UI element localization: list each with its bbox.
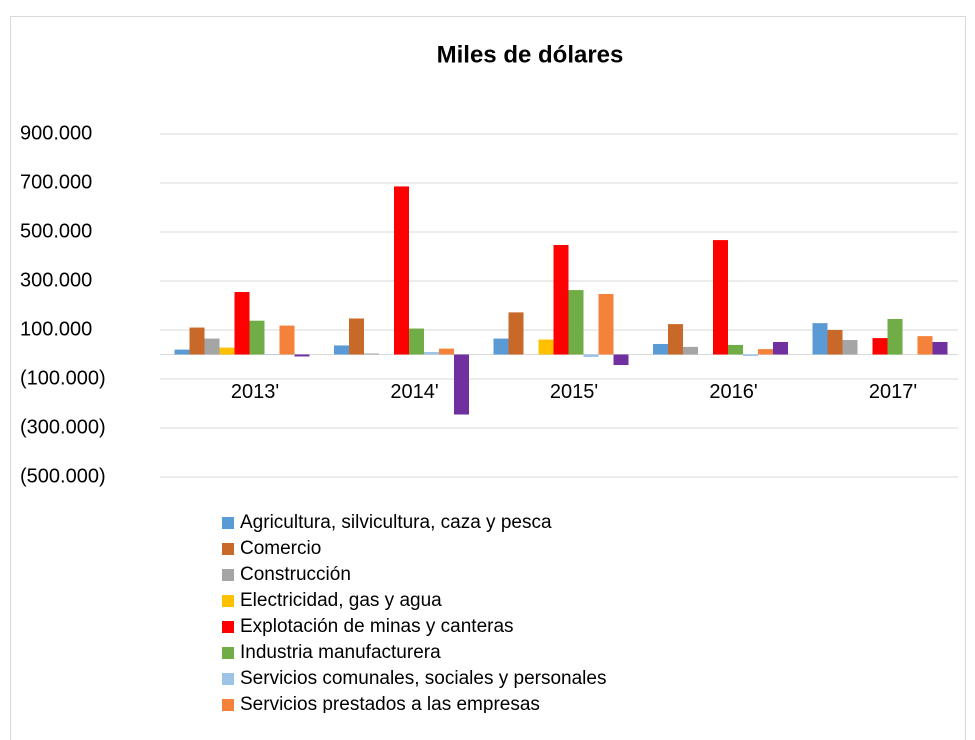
y-tick-label: 700.000 — [20, 171, 92, 193]
bar — [812, 323, 828, 355]
plot-area: 900.000 700.000 500.000 300.000 100.000 (100.… — [20, 122, 958, 487]
bar — [613, 354, 629, 366]
bar — [827, 330, 843, 355]
bar — [364, 353, 379, 355]
bar — [773, 342, 788, 355]
legend-label: Agricultura, silvicultura, caza y pesca — [240, 512, 552, 533]
y-tick-label: (100.000) — [20, 367, 106, 389]
bar — [538, 339, 554, 355]
legend-swatch — [222, 621, 234, 633]
y-tick-label: 500.000 — [20, 220, 92, 242]
bar — [294, 354, 310, 357]
bar — [394, 186, 409, 355]
bar — [439, 348, 454, 355]
bar — [668, 324, 683, 355]
y-tick-label: (300.000) — [20, 416, 106, 438]
legend-swatch — [222, 569, 234, 581]
bar — [713, 240, 728, 355]
legend-swatch — [222, 673, 234, 685]
bar — [743, 354, 758, 356]
x-tick-label: 2016' — [709, 381, 757, 403]
x-tick-label: 2015' — [550, 381, 598, 403]
bar — [204, 338, 220, 355]
bar — [583, 354, 599, 357]
bar — [508, 312, 524, 355]
bar — [728, 344, 743, 355]
bar — [932, 342, 948, 355]
bar — [842, 340, 858, 355]
legend-label: Comercio — [240, 538, 321, 559]
bar — [917, 336, 933, 355]
bar — [349, 318, 364, 355]
chart-border — [10, 16, 966, 740]
bar — [887, 318, 903, 355]
chart-title: Miles de dólares — [437, 41, 624, 68]
legend-label: Industria manufacturera — [240, 642, 441, 663]
legend-swatch — [222, 543, 234, 555]
legend-label: Servicios prestados a las empresas — [240, 694, 540, 715]
legend: Agricultura, silvicultura, caza y pesca C… — [222, 512, 606, 715]
bar — [568, 290, 584, 355]
bar — [249, 320, 265, 355]
bar — [219, 347, 235, 355]
legend-label: Construcción — [240, 564, 351, 585]
legend-swatch — [222, 517, 234, 529]
bar — [598, 293, 614, 355]
y-tick-label: (500.000) — [20, 465, 106, 487]
bar — [334, 345, 349, 355]
y-tick-label: 300.000 — [20, 269, 92, 291]
bar — [758, 349, 773, 355]
bar — [409, 328, 424, 355]
bar — [872, 338, 888, 355]
bar — [553, 244, 569, 355]
bar — [174, 349, 190, 355]
legend-label: Electricidad, gas y agua — [240, 590, 442, 611]
bar — [454, 354, 469, 415]
legend-swatch — [222, 647, 234, 659]
x-tick-label: 2017' — [869, 381, 917, 403]
bar — [493, 338, 509, 355]
x-tick-label: 2013' — [231, 381, 279, 403]
y-tick-label: 100.000 — [20, 318, 92, 340]
bar — [424, 352, 439, 355]
y-tick-label: 900.000 — [20, 122, 92, 144]
legend-label: Explotación de minas y canteras — [240, 616, 514, 637]
bar — [189, 327, 205, 355]
x-tick-label: 2014' — [390, 381, 438, 403]
bar — [279, 325, 295, 355]
legend-label: Servicios comunales, sociales y personal… — [240, 668, 606, 689]
bar — [653, 343, 668, 355]
legend-swatch — [222, 699, 234, 711]
bar — [683, 346, 698, 355]
bar — [234, 292, 250, 355]
legend-swatch — [222, 595, 234, 607]
